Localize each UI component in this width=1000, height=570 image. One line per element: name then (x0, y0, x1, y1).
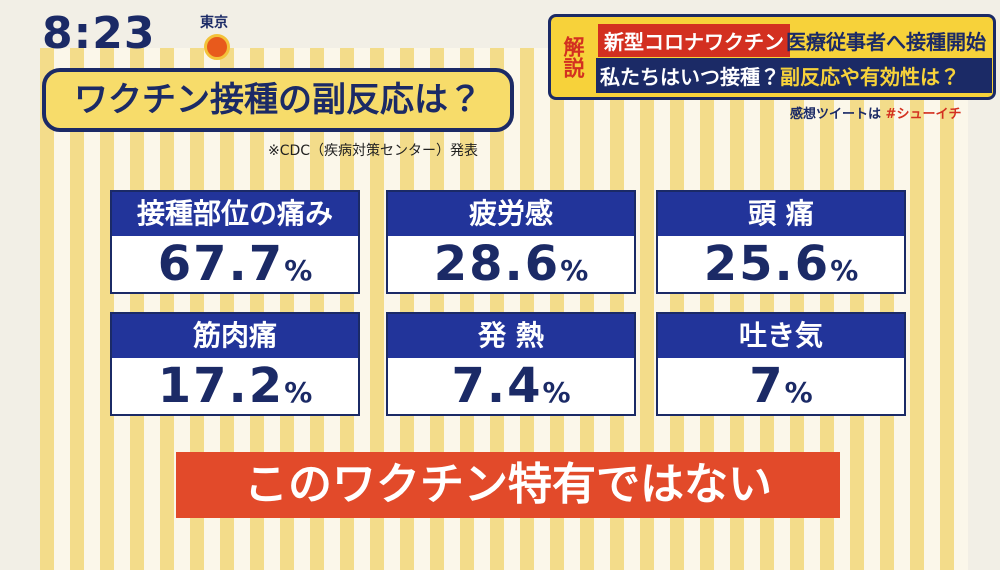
card-label: 筋肉痛 (112, 314, 358, 358)
card-label: 接種部位の痛み (112, 192, 358, 236)
card-value: 7.4 (451, 358, 543, 414)
card-value: 67.7 (157, 236, 285, 292)
location: 東京 (200, 15, 228, 31)
stat-card: 接種部位の痛み 67.7% (110, 190, 360, 294)
card-body: 7.4% (388, 358, 634, 425)
badge: 解説 (556, 22, 590, 92)
weather-icon (204, 34, 230, 60)
card-value: 28.6 (433, 236, 561, 292)
card-unit: % (542, 376, 571, 409)
stat-card: 発 熱 7.4% (386, 312, 636, 416)
subheadline-part: 副反応や有効性は？ (780, 65, 960, 89)
card-label: 発 熱 (388, 314, 634, 358)
card-body: 28.6% (388, 236, 634, 303)
headline: 医療従事者へ接種開始 (786, 30, 986, 54)
card-label: 頭 痛 (658, 192, 904, 236)
subheadline: 私たちはいつ接種？副反応や有効性は？ (596, 58, 992, 93)
card-label: 吐き気 (658, 314, 904, 358)
card-value: 25.6 (703, 236, 831, 292)
card-unit: % (284, 254, 313, 287)
card-value: 7 (749, 358, 785, 414)
stat-card: 頭 痛 25.6% (656, 190, 906, 294)
hashtag-prefix: 感想ツイートは (790, 107, 882, 122)
subheadline-part: 私たちはいつ接種？ (600, 65, 780, 89)
card-body: 7% (658, 358, 904, 425)
card-unit: % (830, 254, 859, 287)
card-body: 25.6% (658, 236, 904, 303)
card-value: 17.2 (157, 358, 285, 414)
stat-card: 疲労感 28.6% (386, 190, 636, 294)
card-body: 17.2% (112, 358, 358, 425)
footer-caption: このワクチン特有ではない (176, 452, 840, 518)
topic-tag: 新型コロナワクチン (598, 24, 790, 57)
clock: 8:23 (42, 8, 156, 59)
hashtag: #シューイチ (885, 107, 962, 122)
stat-card: 筋肉痛 17.2% (110, 312, 360, 416)
stat-card: 吐き気 7% (656, 312, 906, 416)
title: ワクチン接種の副反応は？ (42, 68, 514, 132)
card-unit: % (284, 376, 313, 409)
source: ※CDC（疾病対策センター）発表 (268, 143, 479, 159)
card-unit: % (784, 376, 813, 409)
card-body: 67.7% (112, 236, 358, 303)
hashtag-line: 感想ツイートは #シューイチ (790, 103, 961, 122)
card-label: 疲労感 (388, 192, 634, 236)
card-unit: % (560, 254, 589, 287)
